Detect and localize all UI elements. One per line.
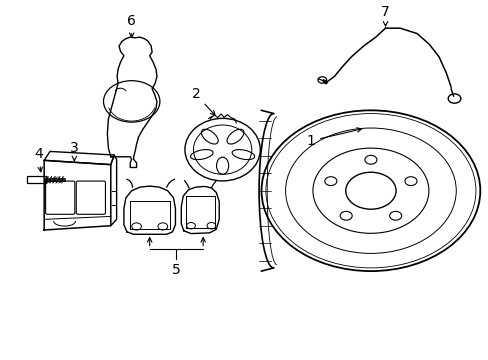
Text: 6: 6: [127, 14, 136, 37]
Text: 2: 2: [191, 87, 215, 115]
Text: 4: 4: [34, 147, 43, 172]
Text: 5: 5: [172, 263, 181, 277]
Text: 1: 1: [305, 128, 361, 148]
Text: 7: 7: [380, 5, 389, 26]
Text: 3: 3: [70, 141, 79, 161]
